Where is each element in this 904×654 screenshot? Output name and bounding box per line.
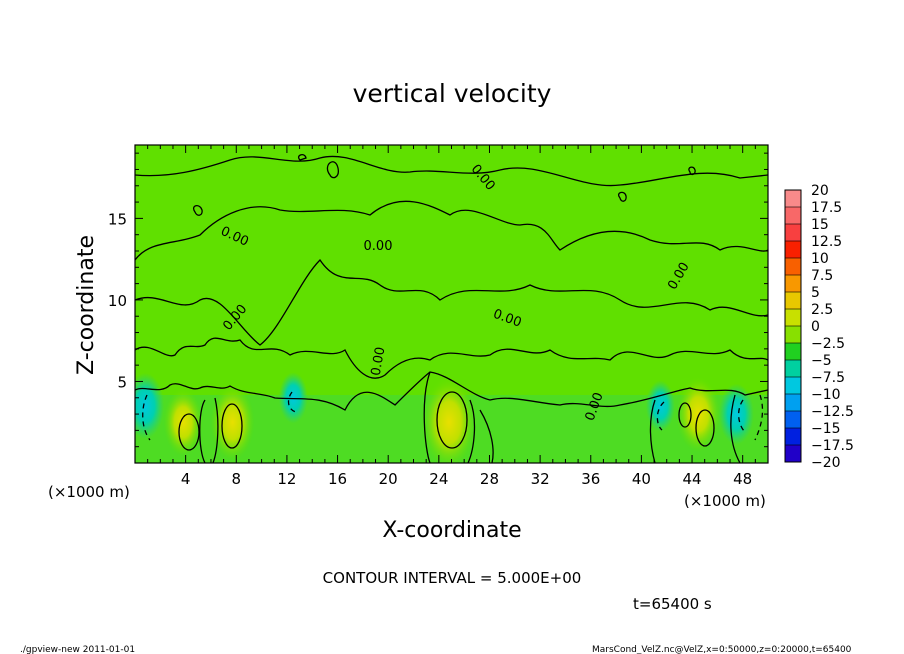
time-text: t=65400 s bbox=[633, 595, 712, 613]
colorbar-label: −17.5 bbox=[811, 438, 854, 454]
chart-title: vertical velocity bbox=[353, 79, 552, 108]
downdraft-core bbox=[718, 383, 754, 445]
contour-line bbox=[199, 371, 741, 463]
footer-right: MarsCond_VelZ.nc@VelZ,x=0:50000,z=0:2000… bbox=[592, 645, 852, 654]
colorbar-label: −2.5 bbox=[811, 336, 845, 352]
colorbar-label: 10 bbox=[811, 251, 829, 267]
colorbar-label: 12.5 bbox=[811, 234, 842, 250]
colorbar-segment bbox=[785, 207, 801, 225]
x-tick-label: 16 bbox=[328, 470, 347, 488]
colorbar-label: 17.5 bbox=[811, 200, 842, 216]
y-tick-label: 10 bbox=[108, 292, 127, 310]
x-tick-label: 48 bbox=[733, 470, 752, 488]
contour-line bbox=[135, 337, 768, 379]
colorbar-segment bbox=[785, 343, 801, 361]
colorbar-segment bbox=[785, 411, 801, 429]
colorbar-segment bbox=[785, 292, 801, 310]
y-tick-label: 5 bbox=[117, 373, 127, 391]
colorbar-segment bbox=[785, 394, 801, 412]
y-axis-label: Z-coordinate bbox=[74, 235, 99, 375]
footer-left: ./gpview-new 2011-01-01 bbox=[20, 645, 135, 654]
updraft-core bbox=[676, 376, 721, 453]
x-unit-label-right: (×1000 m) bbox=[684, 492, 766, 510]
colorbar-label: 5 bbox=[811, 285, 820, 301]
plot-area: 0.00 0.000.000.000.000.000.000.00 bbox=[135, 145, 768, 463]
colorbar-label: −12.5 bbox=[811, 404, 854, 420]
x-tick-label: 20 bbox=[379, 470, 398, 488]
colorbar: 2017.51512.5107.552.50−2.5−5−7.5−10−12.5… bbox=[784, 183, 854, 471]
colorbar-segment bbox=[785, 309, 801, 327]
x-tick-label: 32 bbox=[531, 470, 550, 488]
contour-line bbox=[135, 371, 768, 411]
colorbar-segment bbox=[785, 360, 801, 378]
colorbar-segment bbox=[785, 377, 801, 395]
contour-line bbox=[135, 258, 768, 346]
colorbar-label: 2.5 bbox=[811, 302, 833, 318]
colorbar-label: 7.5 bbox=[811, 268, 833, 284]
colorbar-label: 20 bbox=[811, 183, 829, 199]
colorbar-label: 15 bbox=[811, 217, 829, 233]
colorbar-label: −20 bbox=[811, 455, 841, 471]
x-tick-label: 8 bbox=[232, 470, 242, 488]
contour-interval-text: CONTOUR INTERVAL = 5.000E+00 bbox=[323, 569, 582, 587]
updraft-core bbox=[163, 388, 203, 457]
colorbar-segment bbox=[785, 445, 801, 463]
x-tick-label: 24 bbox=[429, 470, 448, 488]
colorbar-label: −5 bbox=[811, 353, 832, 369]
x-tick-label: 28 bbox=[480, 470, 499, 488]
updraft-core bbox=[210, 384, 255, 461]
x-tick-label: 40 bbox=[632, 470, 651, 488]
colorbar-segment bbox=[785, 258, 801, 276]
contour-line bbox=[135, 155, 768, 187]
x-axis-label: X-coordinate bbox=[382, 518, 521, 543]
colorbar-label: −7.5 bbox=[811, 370, 845, 386]
colorbar-label: −10 bbox=[811, 387, 841, 403]
downdraft-core bbox=[135, 372, 165, 439]
x-tick-label: 36 bbox=[581, 470, 600, 488]
colorbar-segment bbox=[785, 241, 801, 259]
contour-label: 0.00 bbox=[364, 239, 393, 254]
x-tick-label: 12 bbox=[277, 470, 296, 488]
x-tick-label: 4 bbox=[181, 470, 191, 488]
colorbar-segment bbox=[785, 275, 801, 293]
contour-line bbox=[135, 200, 768, 261]
colorbar-segment bbox=[785, 428, 801, 446]
colorbar-segment bbox=[785, 224, 801, 242]
colorbar-segment bbox=[785, 326, 801, 344]
colorbar-label: −15 bbox=[811, 421, 841, 437]
x-unit-label-left: (×1000 m) bbox=[48, 483, 130, 501]
contour-line bbox=[193, 154, 696, 216]
y-tick-label: 15 bbox=[108, 210, 127, 228]
colorbar-label: 0 bbox=[811, 319, 820, 335]
colorbar-segment bbox=[785, 190, 801, 208]
x-tick-label: 44 bbox=[682, 470, 701, 488]
contour-label: 0.00 bbox=[369, 346, 389, 377]
downdraft-core bbox=[278, 372, 308, 424]
